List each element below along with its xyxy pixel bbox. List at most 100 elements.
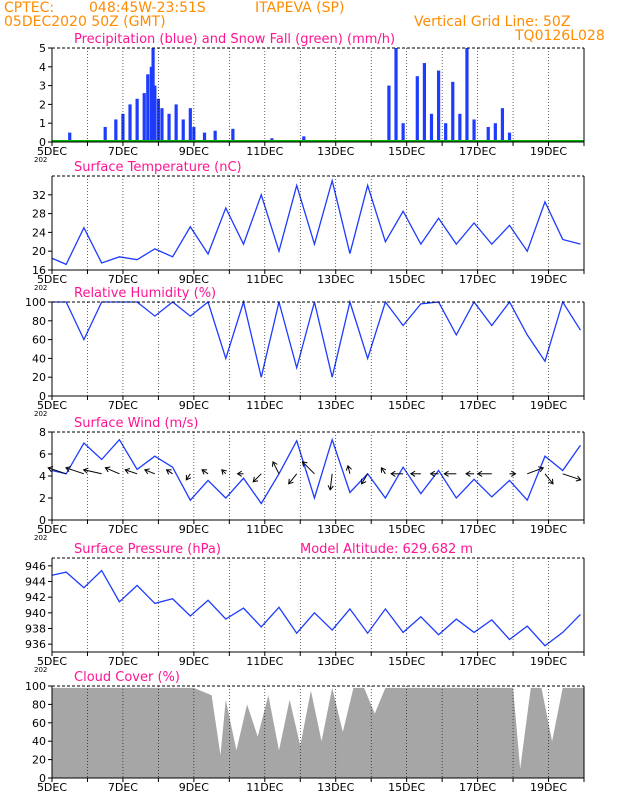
precip-x-tick-label: 9DEC [179,145,209,158]
wind-arrow-head [236,470,243,477]
precip-bar [160,108,164,142]
pres-y-tick-label: 938 [25,623,46,636]
cloud-x-tick-label: 15DEC [388,781,425,794]
pres-y-tick-label: 942 [25,591,46,604]
precip-title: Precipitation (blue) and Snow Fall (gree… [74,32,395,47]
precip-bar [472,119,476,142]
cloud-y-tick-label: 0 [39,772,46,785]
wind-arrow-head [511,470,517,477]
precip-bar [486,126,490,142]
wind-arrow-head [252,476,259,483]
precip-bar [507,132,512,142]
precip-x-tick-label: 5DEC [37,145,67,158]
rh-title: Relative Humidity (%) [74,286,216,301]
pres-y-tick-label: 940 [25,607,46,620]
wind-arrow-head [327,485,334,491]
temp-x-tick-label: 17DEC [459,273,496,286]
precip-bar [188,108,192,142]
rh-y-tick-label: 0 [39,390,46,403]
precip-bar [192,126,196,142]
rh-y-tick-label: 40 [32,352,46,365]
wind-arrow-head [271,460,278,467]
wind-arrow-head [575,475,582,482]
wind-x-tick-label: 13DEC [317,523,354,536]
precip-bar [103,126,107,142]
temp-year-stub: 202 [34,284,47,292]
pres-year-stub: 202 [34,666,47,674]
rh-y-tick-label: 100 [25,296,46,309]
pres-x-tick-label: 9DEC [179,655,209,668]
wind-arrow-shaft [329,473,333,490]
precip-bar [493,123,497,142]
pres-x-tick-label: 15DEC [388,655,425,668]
wind-arrow-shaft [527,467,544,475]
precip-x-tick-label: 11DEC [246,145,283,158]
precip-bar [415,76,419,142]
rh-y-tick-label: 80 [32,315,46,328]
wind-y-tick-label: 6 [39,448,46,461]
wind-x-tick-label: 5DEC [37,523,67,536]
wind-arrow-shaft [48,467,67,475]
wind-arrow-shaft [166,469,173,475]
wind-arrow-shaft [347,465,351,474]
wind-arrow-shaft [380,467,386,475]
cloud-x-tick-label: 11DEC [246,781,283,794]
precip-bar [500,108,505,142]
precip-bar [436,70,441,142]
precip-bar [151,48,155,142]
wind-arrow-head [476,470,483,477]
rh-x-tick-label: 13DEC [317,399,354,412]
precip-x-tick-label: 17DEC [459,145,496,158]
rh-x-tick-label: 17DEC [459,399,496,412]
cloud-x-tick-label: 7DEC [108,781,138,794]
cloud-x-tick-label: 19DEC [530,781,567,794]
rh-year-stub: 202 [34,410,47,418]
header-coordinates: 048:45W-23:51S [89,0,206,16]
precip-year-stub: 202 [34,156,47,164]
wind-arrow-shaft [144,469,156,475]
wind-arrow-head [443,470,449,477]
precip-bar [68,132,72,142]
pres-series-line [51,569,581,647]
precip-bar [181,119,185,142]
precip-y-tick-label: 0 [39,136,46,149]
temp-y-tick-label: 24 [32,226,46,239]
wind-arrow-head [201,469,208,475]
wind-arrow-head [361,478,367,485]
wind-arrow-head [345,464,352,471]
rh-x-tick-label: 7DEC [108,399,138,412]
wind-arrow-head [82,467,89,474]
wind-arrow-head [124,468,131,474]
wind-arrow-head [301,461,308,467]
wind-arrow-head [47,466,54,472]
precip-y-tick-label: 3 [39,80,46,93]
cloud-title: Cloud Cover (%) [74,670,180,685]
temp-x-tick-label: 15DEC [388,273,425,286]
pres-altitude-label: Model Altitude: 629.682 m [300,542,473,557]
rh-x-tick-label: 11DEC [246,399,283,412]
wind-arrow-head [165,469,172,475]
wind-arrow-shaft [201,469,209,475]
pres-y-tick-label: 936 [25,638,46,651]
temp-y-tick-label: 16 [32,264,46,277]
temp-x-tick-label: 11DEC [246,273,283,286]
rh-x-tick-label: 15DEC [388,399,425,412]
temp-series-line [51,178,581,266]
precip-x-tick-label: 7DEC [108,145,138,158]
precip-bar [153,85,157,142]
precip-bar [202,132,207,142]
precip-bar [135,98,139,142]
precip-y-tick-label: 5 [39,42,46,55]
precip-x-tick-label: 15DEC [388,145,425,158]
pres-x-tick-label: 5DEC [37,655,67,668]
pres-title: Surface Pressure (hPa) [74,542,221,557]
precip-bar [167,113,171,142]
precip-bar [394,48,398,142]
precip-bar [121,113,125,142]
wind-arrow-shaft [361,473,369,485]
wind-arrow-shaft [252,473,262,483]
pres-x-tick-label: 19DEC [530,655,567,668]
cloud-x-tick-label: 5DEC [37,781,67,794]
wind-arrow-shaft [65,467,85,475]
